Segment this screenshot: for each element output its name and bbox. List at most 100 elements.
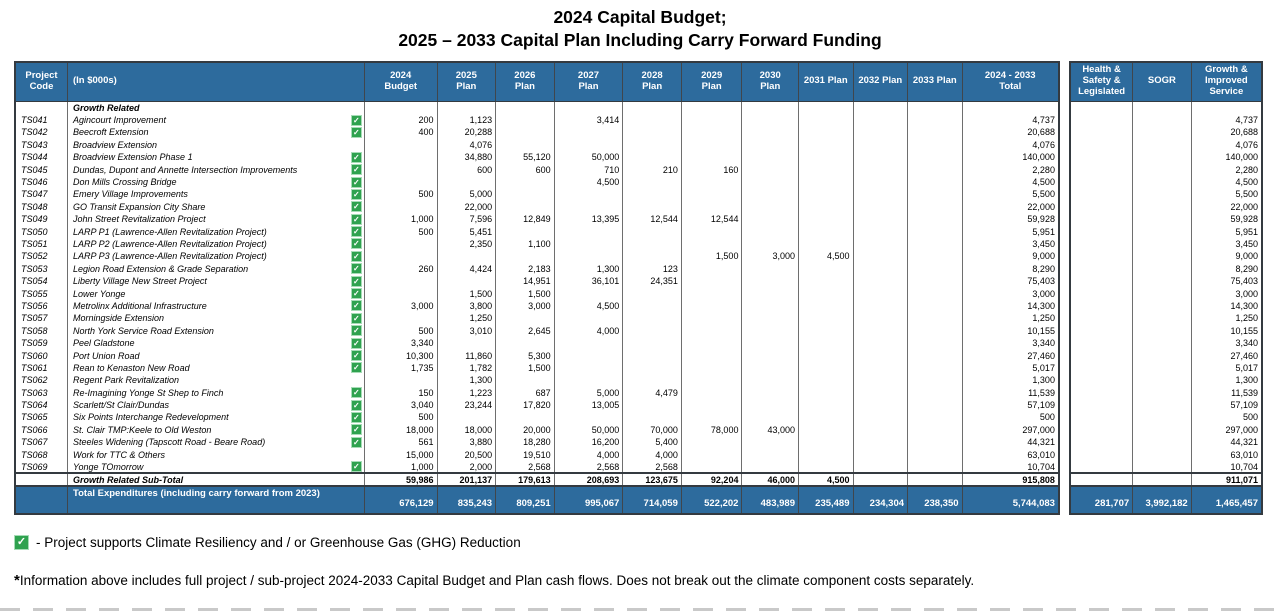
year-value-cell <box>797 336 854 350</box>
project-code-cell: TS054 <box>14 274 68 288</box>
total-value-cell: 44,321 <box>961 436 1060 449</box>
year-value-cell <box>553 188 624 201</box>
table-gap <box>1058 188 1071 201</box>
year-value-cell: 7,596 <box>436 213 497 226</box>
year-value-cell <box>495 101 555 114</box>
project-name: Rean to Kenaston New Road <box>73 362 190 373</box>
year-value-cell <box>907 361 963 375</box>
year-value-cell: 11,860 <box>436 349 497 362</box>
year-value-cell <box>852 126 909 139</box>
health-safety-value-cell <box>1069 386 1134 399</box>
climate-check-icon: ✓ <box>350 312 362 324</box>
year-value-cell: 1,300 <box>553 262 624 275</box>
project-name-cell: Regent Park Revitalization <box>67 374 365 387</box>
project-name-cell: Don Mills Crossing Bridge ✓ <box>67 175 365 189</box>
table-row: TS064 Scarlett/St Clair/Dundas ✓ 3,040 23,24… <box>14 398 1263 412</box>
total-value-cell: 10,155 <box>961 324 1060 337</box>
year-value-cell: 46,000 <box>741 472 799 488</box>
year-value-cell <box>797 225 854 238</box>
table-row: TS067 Steeles Widening (Tapscott Road - B… <box>14 436 1263 449</box>
table-gap <box>1058 225 1071 238</box>
project-name-cell: Yonge TOmorrow ✓ <box>67 460 365 474</box>
year-value-cell: 16,200 <box>553 436 624 449</box>
health-safety-value-cell <box>1069 101 1134 114</box>
col-header-2032-plan: 2032 Plan <box>852 60 909 102</box>
growth-value-cell: 2,280 <box>1190 163 1263 176</box>
year-value-cell: 20,000 <box>495 423 555 437</box>
year-value-cell: 500 <box>363 188 438 201</box>
table-row: TS060 Port Union Road ✓ 10,300 11,860 5,300 27… <box>14 349 1263 362</box>
year-value-cell: 3,414 <box>553 113 624 127</box>
year-value-cell: 238,350 <box>907 486 963 516</box>
project-name: Broadview Extension <box>73 139 158 150</box>
total-value-cell: 10,704 <box>961 460 1060 474</box>
year-value-cell: 809,251 <box>495 486 555 516</box>
climate-check-icon: ✓ <box>350 188 362 200</box>
year-value-cell <box>907 250 963 263</box>
year-value-cell <box>741 448 799 461</box>
project-code-cell: TS049 <box>14 213 68 226</box>
year-value-cell: 1,250 <box>436 312 497 325</box>
year-value-cell <box>852 101 909 114</box>
table-gap <box>1058 423 1071 437</box>
total-value-cell <box>961 101 1060 114</box>
health-safety-value-cell <box>1069 175 1134 189</box>
table-row: TS056 Metrolinx Additional Infrastructure… <box>14 299 1263 313</box>
project-code-cell: TS064 <box>14 398 68 412</box>
project-code-cell: TS051 <box>14 237 68 251</box>
year-value-cell <box>797 299 854 313</box>
health-safety-value-cell <box>1069 237 1134 251</box>
table-gap <box>1058 299 1071 313</box>
project-name: Dundas, Dupont and Annette Intersection … <box>73 164 298 175</box>
sogr-value-cell: 3,992,182 <box>1132 486 1192 516</box>
year-value-cell <box>436 101 497 114</box>
year-value-cell <box>436 336 497 350</box>
project-name: LARP P3 (Lawrence-Allen Revitalization P… <box>73 251 267 262</box>
growth-value-cell: 57,109 <box>1190 398 1263 412</box>
title-line-1: 2024 Capital Budget; <box>553 7 727 27</box>
year-value-cell <box>797 237 854 251</box>
year-value-cell: 13,395 <box>553 213 624 226</box>
growth-value-cell <box>1190 101 1263 114</box>
growth-value-cell: 911,071 <box>1190 472 1263 488</box>
year-value-cell <box>622 250 682 263</box>
capital-budget-table: Project Code (In $000s) 2024 Budget 2025… <box>14 60 1263 516</box>
year-value-cell <box>797 262 854 275</box>
table-gap <box>1058 386 1071 399</box>
year-value-cell <box>680 411 743 424</box>
health-safety-value-cell <box>1069 460 1134 474</box>
year-value-cell: 4,500 <box>797 472 854 488</box>
health-safety-value-cell: 281,707 <box>1069 486 1134 516</box>
year-value-cell <box>741 436 799 449</box>
project-code-cell: TS050 <box>14 225 68 238</box>
year-value-cell: 18,000 <box>436 423 497 437</box>
climate-check-icon: ✓ <box>350 226 362 238</box>
year-value-cell <box>907 163 963 176</box>
project-name: Re-Imagining Yonge St Shep to Finch <box>73 387 224 398</box>
year-value-cell <box>495 126 555 139</box>
col-header-growth-service: Growth & Improved Service <box>1190 60 1263 102</box>
year-value-cell <box>907 175 963 189</box>
project-name-cell: Metrolinx Additional Infrastructure ✓ <box>67 299 365 313</box>
total-value-cell: 11,539 <box>961 386 1060 399</box>
year-value-cell <box>797 460 854 474</box>
sogr-value-cell <box>1132 175 1192 189</box>
project-name: LARP P2 (Lawrence-Allen Revitalization P… <box>73 238 267 249</box>
year-value-cell: 4,000 <box>553 448 624 461</box>
sogr-value-cell <box>1132 448 1192 461</box>
project-code-cell: TS060 <box>14 349 68 362</box>
year-value-cell <box>852 188 909 201</box>
project-code-cell: TS062 <box>14 374 68 387</box>
climate-check-icon: ✓ <box>350 151 362 163</box>
year-value-cell <box>622 113 682 127</box>
year-value-cell <box>907 460 963 474</box>
project-name-cell: Steeles Widening (Tapscott Road - Beare … <box>67 436 365 449</box>
growth-value-cell: 11,539 <box>1190 386 1263 399</box>
year-value-cell: 18,000 <box>363 423 438 437</box>
year-value-cell: 1,100 <box>495 237 555 251</box>
year-value-cell <box>622 200 682 214</box>
total-value-cell: 4,500 <box>961 175 1060 189</box>
year-value-cell <box>553 101 624 114</box>
year-value-cell: 1,000 <box>363 460 438 474</box>
year-value-cell <box>797 398 854 412</box>
